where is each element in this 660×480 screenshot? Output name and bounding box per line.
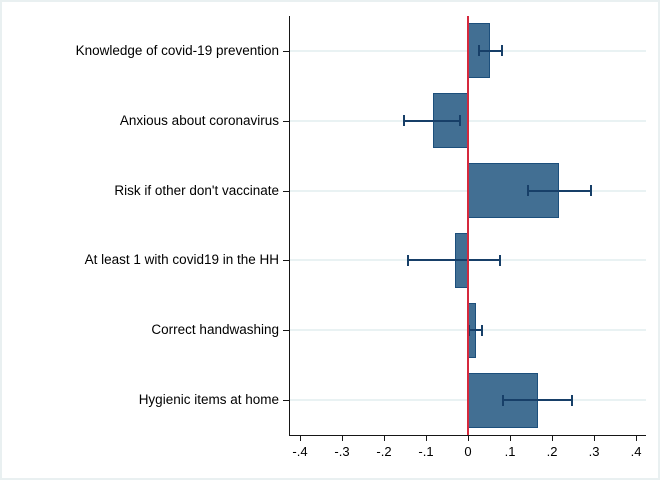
confidence-interval-cap: [407, 255, 409, 266]
y-axis-tick: [283, 260, 289, 261]
y-axis-tick: [283, 330, 289, 331]
x-axis-tick: [300, 435, 301, 441]
confidence-interval-line: [469, 329, 482, 331]
y-axis-tick: [283, 191, 289, 192]
confidence-interval-cap: [403, 115, 405, 126]
category-label: Anxious about coronavirus: [119, 113, 279, 128]
category-label: Hygienic items at home: [138, 392, 279, 407]
confidence-interval-cap: [468, 325, 470, 336]
x-axis-tick-label: .4: [630, 444, 642, 459]
plot-area: Knowledge of covid-19 prevention Anxious …: [76, 16, 646, 459]
x-axis-tick-label: .3: [588, 444, 600, 459]
category-label: Correct handwashing: [151, 322, 279, 337]
confidence-interval-line: [404, 120, 460, 122]
x-axis-tick: [426, 435, 427, 441]
x-axis-tick: [342, 435, 343, 441]
confidence-interval-line: [408, 259, 501, 261]
x-axis-tick: [384, 435, 385, 441]
confidence-interval-cap: [502, 395, 504, 406]
y-axis-tick: [283, 400, 289, 401]
x-axis-tick: [636, 435, 637, 441]
confidence-interval-cap: [571, 395, 573, 406]
category-label: At least 1 with covid19 in the HH: [84, 252, 279, 267]
confidence-interval-cap: [527, 185, 529, 196]
category-label: Knowledge of covid-19 prevention: [75, 43, 279, 58]
x-axis-tick-label: -.2: [376, 444, 392, 459]
x-axis-tick-label: .2: [546, 444, 558, 459]
x-axis-tick: [594, 435, 595, 441]
confidence-interval-line: [503, 399, 572, 401]
confidence-interval-cap: [590, 185, 592, 196]
y-axis-tick: [283, 51, 289, 52]
x-axis-tick-label: -.4: [292, 444, 308, 459]
x-axis-tick-label: -.1: [418, 444, 434, 459]
confidence-interval-cap: [459, 115, 461, 126]
x-axis-tick: [510, 435, 511, 441]
category-label: Risk if other don't vaccinate: [114, 183, 279, 198]
confidence-interval-cap: [478, 45, 480, 56]
x-axis-tick: [552, 435, 553, 441]
confidence-interval-cap: [499, 255, 501, 266]
x-axis-tick: [468, 435, 469, 441]
confidence-interval-line: [479, 50, 502, 52]
confidence-interval-cap: [501, 45, 503, 56]
x-axis-tick-label: .1: [504, 444, 516, 459]
confidence-interval-cap: [481, 325, 483, 336]
zero-reference-line: [467, 16, 469, 435]
x-axis-tick-label: 0: [464, 444, 472, 459]
x-axis-tick-label: -.3: [334, 444, 350, 459]
y-axis-tick: [283, 121, 289, 122]
confidence-interval-line: [528, 190, 591, 192]
